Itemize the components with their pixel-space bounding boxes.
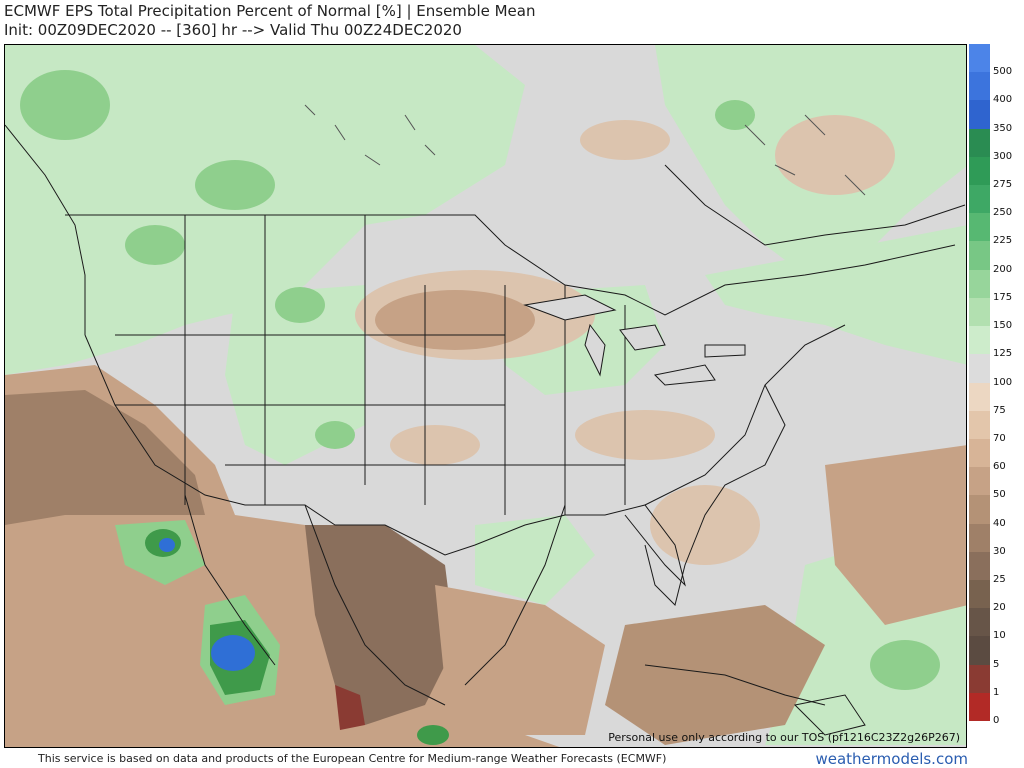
colorbar-label: 20 — [993, 602, 1006, 614]
mexico-dry-core — [305, 525, 455, 725]
map-title: ECMWF EPS Total Precipitation Percent of… — [4, 2, 536, 20]
colorbar-swatch — [969, 269, 990, 299]
colorbar-swatch — [969, 467, 990, 496]
colorbar-swatch — [969, 523, 990, 553]
southwest-dry-core — [5, 390, 205, 525]
colorbar-swatch — [969, 213, 990, 242]
gulf-mexico-dry-area — [435, 585, 605, 735]
colorbar-label: 350 — [993, 122, 1013, 134]
baja-offshore-max-spot — [159, 538, 175, 552]
political-borders — [65, 214, 956, 706]
colorbar-label: 100 — [993, 376, 1013, 388]
precipitation-map[interactable]: Personal use only according to our TOS (… — [4, 44, 967, 748]
colorbar-label: 30 — [993, 545, 1006, 557]
colorbar-legend: 500 400 350 300 275 250 225 200 175 150 125 100 75 70… — [969, 44, 1024, 726]
colorbar-swatch — [969, 128, 990, 158]
colorbar-swatch — [969, 241, 990, 271]
pacific-max-wet-spot — [211, 635, 255, 671]
colorbar-swatch — [969, 438, 990, 468]
header: ECMWF EPS Total Precipitation Percent of… — [4, 2, 764, 40]
colorbar-label: 225 — [993, 235, 1013, 247]
mexico-driest-area — [335, 685, 365, 730]
colorbar-label: 1 — [993, 686, 1000, 698]
colorbar-swatch — [969, 100, 990, 130]
colorbar-label: 70 — [993, 432, 1006, 444]
colorbar-label: 50 — [993, 489, 1006, 501]
footer-attribution: This service is based on data and produc… — [38, 752, 667, 765]
colorbar-swatch — [969, 495, 990, 525]
colorbar-swatch — [969, 326, 990, 355]
colorbar-label: 0 — [993, 715, 1000, 726]
northern-lakes — [304, 104, 866, 196]
great-lakes — [523, 294, 746, 386]
colorbar-label: 40 — [993, 517, 1006, 529]
upper-midwest-dry-core — [375, 290, 535, 350]
colorbar-label: 5 — [993, 658, 1000, 670]
green-anomaly-spots — [20, 70, 940, 690]
plains-green-area — [225, 285, 365, 465]
map-subtitle: Init: 00Z09DEC2020 -- [360] hr --> Valid… — [4, 21, 462, 39]
gulf-green-area — [475, 515, 595, 605]
colorbar-swatch — [969, 156, 990, 186]
colorbar-swatch — [969, 44, 990, 73]
colorbar-swatch — [969, 410, 990, 440]
colorbar-label: 75 — [993, 404, 1006, 416]
atlantic-dry-area — [825, 445, 966, 625]
colorbar-swatch — [969, 551, 990, 581]
map-canvas — [5, 45, 966, 747]
coastlines — [5, 124, 966, 736]
tos-note: Personal use only according to our TOS (… — [608, 731, 960, 744]
colorbar-label: 275 — [993, 179, 1013, 191]
colorbar-swatch — [969, 185, 990, 214]
canada-west-green-area — [5, 45, 525, 375]
colorbar-label: 200 — [993, 263, 1013, 275]
central-america-wet-spot — [417, 725, 449, 745]
colorbar-label: 125 — [993, 348, 1013, 360]
footer: This service is based on data and produc… — [0, 750, 1024, 768]
colorbar-label: 300 — [993, 150, 1013, 162]
colorbar-label: 150 — [993, 320, 1013, 332]
colorbar-label: 25 — [993, 573, 1006, 585]
colorbar-swatch — [969, 692, 990, 722]
colorbar-label: 10 — [993, 630, 1006, 642]
colorbar-swatch — [969, 297, 990, 327]
colorbar-swatch — [969, 72, 990, 101]
colorbar-swatch — [969, 354, 990, 383]
colorbar-swatch — [969, 382, 990, 412]
northeast-green-area — [705, 225, 966, 365]
colorbar-swatch — [969, 608, 990, 637]
brand-link[interactable]: weathermodels.com — [815, 750, 968, 768]
colorbar-label: 500 — [993, 66, 1013, 78]
colorbar-label: 400 — [993, 94, 1013, 106]
colorbar-swatch — [969, 636, 990, 666]
colorbar-label: 60 — [993, 461, 1006, 473]
colorbar-swatch — [969, 579, 990, 609]
colorbar-swatch — [969, 664, 990, 694]
colorbar-label: 250 — [993, 207, 1013, 219]
caribbean-dry-area — [605, 605, 825, 745]
colorbar-label: 175 — [993, 291, 1013, 303]
